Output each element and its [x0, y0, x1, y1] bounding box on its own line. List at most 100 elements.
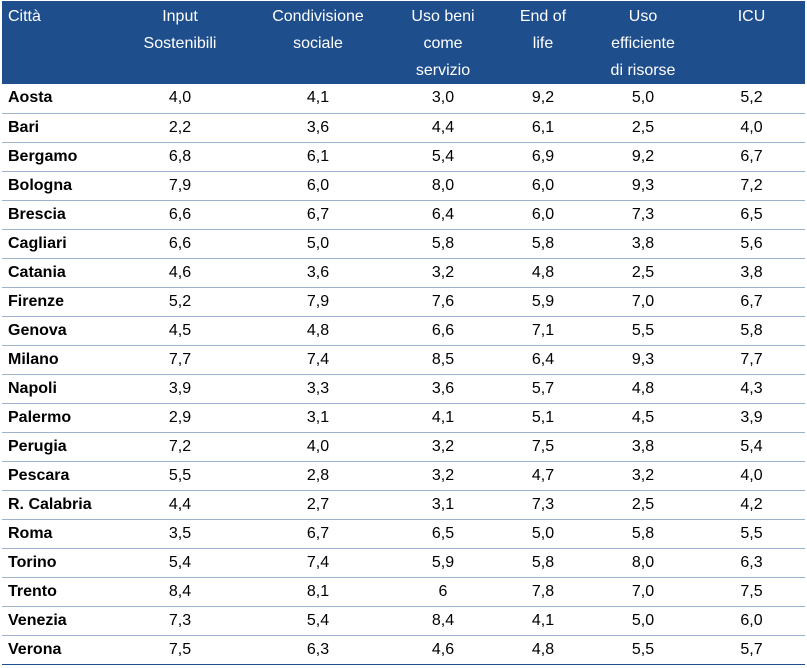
value-cell: 5,0: [588, 606, 698, 636]
header-uso-beni-come-servizio: Uso beni come servizio: [388, 1, 498, 84]
city-name-cell: Cagliari: [2, 229, 112, 259]
value-cell: 5,5: [588, 316, 698, 346]
value-cell: 4,1: [248, 84, 388, 114]
value-cell: 6,5: [698, 200, 805, 230]
value-cell: 5,4: [698, 432, 805, 462]
value-cell: 5,0: [248, 229, 388, 259]
value-cell: 6,0: [498, 200, 588, 230]
city-name-cell: Catania: [2, 258, 112, 288]
value-cell: 5,8: [498, 229, 588, 259]
city-name-cell: Firenze: [2, 287, 112, 317]
city-name-cell: Pescara: [2, 461, 112, 491]
city-name-cell: Bergamo: [2, 142, 112, 172]
header-uso-efficiente-di-risorse: Uso efficiente di risorse: [588, 1, 698, 84]
value-cell: 4,5: [588, 403, 698, 433]
value-cell: 9,2: [498, 84, 588, 114]
value-cell: 5,0: [498, 519, 588, 549]
table-row: Bologna 7,9 6,0 8,0 6,0 9,3 7,2: [2, 171, 805, 201]
table-row: Verona 7,5 6,3 4,6 4,8 5,5 5,7: [2, 635, 805, 665]
value-cell: 7,0: [588, 287, 698, 317]
value-cell: 5,8: [388, 229, 498, 259]
header-icu: ICU: [698, 1, 805, 84]
table-row: Napoli 3,9 3,3 3,6 5,7 4,8 4,3: [2, 374, 805, 404]
header-input-sostenibili: Input Sostenibili: [112, 1, 248, 84]
value-cell: 5,7: [498, 374, 588, 404]
table-row: Perugia 7,2 4,0 3,2 7,5 3,8 5,4: [2, 432, 805, 462]
value-cell: 5,4: [112, 548, 248, 578]
value-cell: 2,7: [248, 490, 388, 520]
value-cell: 7,3: [112, 606, 248, 636]
table-row: Torino 5,4 7,4 5,9 5,8 8,0 6,3: [2, 548, 805, 578]
city-name-cell: Bologna: [2, 171, 112, 201]
value-cell: 4,4: [112, 490, 248, 520]
value-cell: 9,3: [588, 171, 698, 201]
value-cell: 6,1: [248, 142, 388, 172]
value-cell: 2,5: [588, 490, 698, 520]
value-cell: 2,8: [248, 461, 388, 491]
value-cell: 7,9: [112, 171, 248, 201]
value-cell: 4,7: [498, 461, 588, 491]
table-row: Milano 7,7 7,4 8,5 6,4 9,3 7,7: [2, 345, 805, 375]
value-cell: 7,7: [698, 345, 805, 375]
value-cell: 6,6: [112, 229, 248, 259]
value-cell: 4,4: [388, 113, 498, 143]
value-cell: 3,2: [388, 432, 498, 462]
value-cell: 3,2: [588, 461, 698, 491]
value-cell: 3,6: [248, 258, 388, 288]
value-cell: 5,8: [498, 548, 588, 578]
value-cell: 6,9: [498, 142, 588, 172]
value-cell: 5,2: [698, 84, 805, 114]
value-cell: 7,5: [112, 635, 248, 665]
value-cell: 7,3: [588, 200, 698, 230]
value-cell: 3,1: [388, 490, 498, 520]
value-cell: 3,6: [248, 113, 388, 143]
value-cell: 7,5: [498, 432, 588, 462]
value-cell: 6,0: [698, 606, 805, 636]
header-row: Città Input Sostenibili Condivisione sociale…: [2, 1, 805, 84]
value-cell: 4,8: [498, 635, 588, 665]
value-cell: 5,4: [388, 142, 498, 172]
value-cell: 2,5: [588, 113, 698, 143]
value-cell: 6: [388, 577, 498, 607]
value-cell: 6,0: [248, 171, 388, 201]
value-cell: 7,4: [248, 548, 388, 578]
value-cell: 6,7: [248, 200, 388, 230]
value-cell: 7,0: [588, 577, 698, 607]
value-cell: 6,1: [498, 113, 588, 143]
value-cell: 6,7: [698, 287, 805, 317]
value-cell: 4,8: [248, 316, 388, 346]
value-cell: 4,0: [698, 113, 805, 143]
value-cell: 7,9: [248, 287, 388, 317]
value-cell: 6,6: [112, 200, 248, 230]
value-cell: 3,9: [112, 374, 248, 404]
value-cell: 4,1: [498, 606, 588, 636]
value-cell: 5,8: [698, 316, 805, 346]
value-cell: 6,6: [388, 316, 498, 346]
table-row: Cagliari 6,6 5,0 5,8 5,8 3,8 5,6: [2, 229, 805, 259]
value-cell: 3,0: [388, 84, 498, 114]
value-cell: 3,2: [388, 461, 498, 491]
table-row: Brescia 6,6 6,7 6,4 6,0 7,3 6,5: [2, 200, 805, 230]
value-cell: 7,4: [248, 345, 388, 375]
table-header: Città Input Sostenibili Condivisione sociale…: [2, 1, 805, 84]
city-name-cell: Aosta: [2, 84, 112, 114]
city-name-cell: Trento: [2, 577, 112, 607]
value-cell: 5,8: [588, 519, 698, 549]
value-cell: 2,9: [112, 403, 248, 433]
city-name-cell: Brescia: [2, 200, 112, 230]
value-cell: 4,3: [698, 374, 805, 404]
value-cell: 7,1: [498, 316, 588, 346]
value-cell: 4,5: [112, 316, 248, 346]
header-end-of-life: End of life: [498, 1, 588, 84]
value-cell: 8,1: [248, 577, 388, 607]
city-name-cell: Perugia: [2, 432, 112, 462]
value-cell: 7,8: [498, 577, 588, 607]
value-cell: 5,9: [388, 548, 498, 578]
value-cell: 4,1: [388, 403, 498, 433]
value-cell: 5,6: [698, 229, 805, 259]
value-cell: 2,2: [112, 113, 248, 143]
value-cell: 5,0: [588, 84, 698, 114]
value-cell: 2,5: [588, 258, 698, 288]
